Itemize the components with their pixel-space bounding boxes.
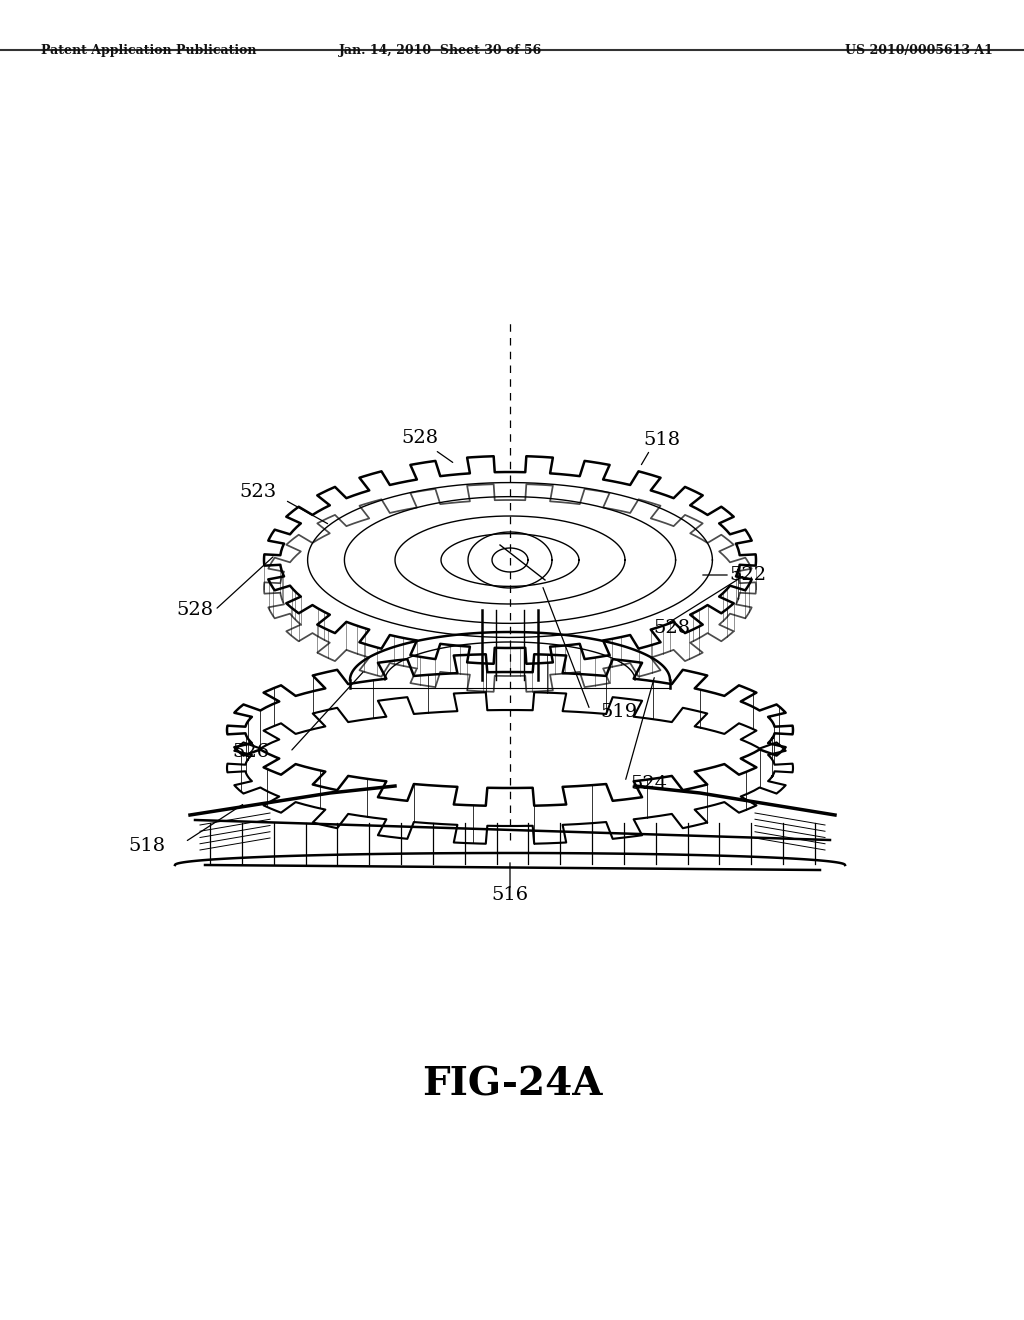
Text: 522: 522: [729, 566, 767, 583]
Text: 519: 519: [600, 704, 637, 721]
Text: 526: 526: [232, 743, 270, 762]
Text: 523: 523: [240, 483, 276, 502]
Text: Patent Application Publication: Patent Application Publication: [41, 44, 256, 57]
Text: 524: 524: [630, 775, 667, 793]
Text: 528: 528: [401, 429, 438, 447]
Text: FIG-24A: FIG-24A: [422, 1067, 602, 1104]
Text: 518: 518: [643, 432, 681, 449]
Text: Jan. 14, 2010  Sheet 30 of 56: Jan. 14, 2010 Sheet 30 of 56: [339, 44, 542, 57]
Text: 518: 518: [128, 837, 165, 855]
Text: US 2010/0005613 A1: US 2010/0005613 A1: [846, 44, 993, 57]
Text: 528: 528: [176, 601, 214, 619]
Text: 528: 528: [653, 619, 690, 638]
Text: 516: 516: [492, 886, 528, 904]
